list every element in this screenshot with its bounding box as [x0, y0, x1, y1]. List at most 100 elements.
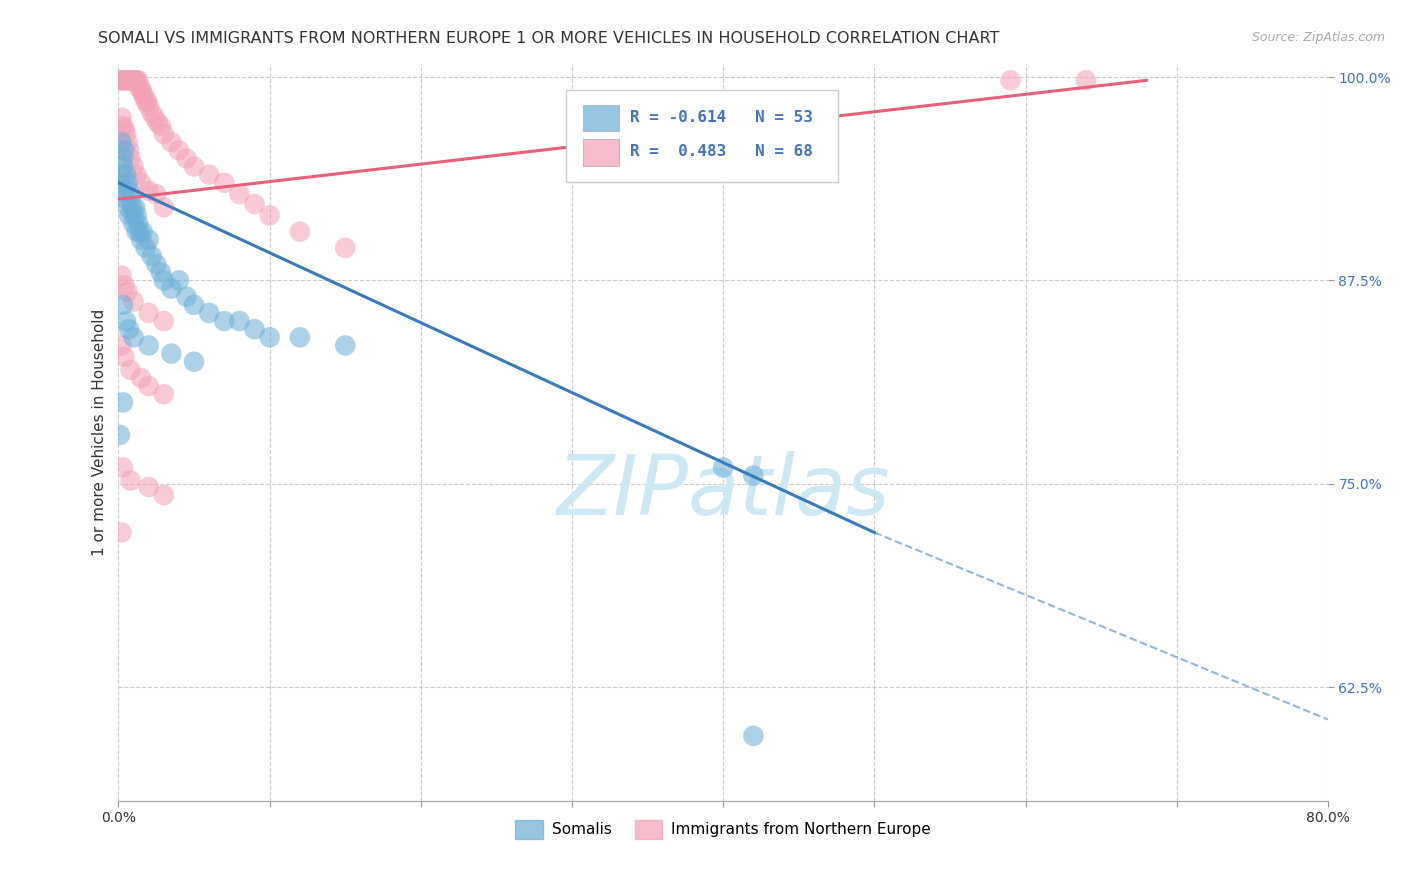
Point: [110, 168, 132, 182]
Point: [152, 127, 174, 141]
Point: [198, 306, 221, 320]
Point: [167, 273, 190, 287]
Point: [149, 119, 172, 133]
Point: [110, 73, 132, 87]
Point: [146, 115, 169, 129]
Point: [259, 208, 281, 222]
Point: [135, 95, 157, 109]
Point: [138, 233, 160, 247]
Point: [152, 488, 174, 502]
Point: [136, 95, 159, 109]
Point: [145, 257, 167, 271]
Point: [115, 127, 138, 141]
Point: [129, 81, 152, 95]
Point: [122, 160, 145, 174]
Point: [110, 268, 132, 283]
Point: [117, 285, 139, 299]
Point: [122, 73, 145, 87]
Point: [117, 176, 139, 190]
Legend: Somalis, Immigrants from Northern Europe: Somalis, Immigrants from Northern Europe: [509, 814, 938, 845]
Point: [183, 355, 205, 369]
Point: [127, 217, 149, 231]
Point: [114, 143, 136, 157]
Point: [118, 208, 141, 222]
Point: [138, 338, 160, 352]
Point: [198, 168, 221, 182]
Point: [143, 111, 166, 125]
Point: [129, 371, 152, 385]
Point: [160, 281, 183, 295]
Point: [160, 346, 183, 360]
Point: [120, 192, 142, 206]
Point: [125, 225, 148, 239]
Point: [115, 192, 138, 206]
Point: [167, 143, 190, 157]
Point: [114, 73, 136, 87]
Point: [176, 152, 198, 166]
Point: [108, 176, 131, 190]
Point: [115, 314, 138, 328]
Point: [118, 184, 141, 198]
Point: [108, 73, 131, 87]
Point: [176, 290, 198, 304]
Point: [152, 387, 174, 401]
Point: [228, 187, 250, 202]
Point: [122, 294, 145, 309]
Point: [138, 480, 160, 494]
Point: [124, 200, 146, 214]
Point: [152, 273, 174, 287]
Point: [214, 314, 236, 328]
Point: [125, 73, 148, 87]
Point: [111, 73, 134, 87]
Point: [138, 99, 160, 113]
Point: [120, 152, 142, 166]
Point: [711, 460, 734, 475]
Point: [111, 395, 134, 409]
Point: [129, 176, 152, 190]
FancyBboxPatch shape: [583, 104, 619, 131]
Point: [115, 168, 138, 182]
Point: [243, 322, 266, 336]
Point: [145, 187, 167, 202]
Point: [111, 160, 134, 174]
Point: [742, 729, 765, 743]
Point: [120, 73, 142, 87]
Point: [118, 322, 141, 336]
Point: [149, 265, 172, 279]
Point: [111, 298, 134, 312]
Point: [117, 200, 139, 214]
Point: [111, 460, 134, 475]
Point: [1074, 73, 1097, 87]
Point: [120, 474, 142, 488]
Point: [120, 363, 142, 377]
Point: [228, 314, 250, 328]
Point: [141, 106, 163, 120]
Text: Source: ZipAtlas.com: Source: ZipAtlas.com: [1251, 31, 1385, 45]
Point: [111, 152, 134, 166]
Point: [127, 73, 149, 87]
FancyBboxPatch shape: [567, 90, 838, 182]
FancyBboxPatch shape: [583, 139, 619, 166]
Point: [214, 176, 236, 190]
Point: [160, 135, 183, 149]
Point: [124, 73, 146, 87]
Point: [243, 197, 266, 211]
Point: [121, 73, 143, 87]
Point: [183, 298, 205, 312]
Point: [138, 184, 160, 198]
Y-axis label: 1 or more Vehicles in Household: 1 or more Vehicles in Household: [93, 309, 107, 556]
Point: [128, 225, 150, 239]
Point: [110, 135, 132, 149]
Point: [118, 73, 141, 87]
Point: [1000, 73, 1022, 87]
Point: [125, 208, 148, 222]
Point: [114, 184, 136, 198]
Point: [335, 338, 357, 352]
Point: [129, 233, 152, 247]
Point: [183, 160, 205, 174]
Point: [117, 135, 139, 149]
Point: [114, 122, 136, 136]
Point: [114, 278, 136, 293]
Point: [111, 119, 134, 133]
Point: [152, 314, 174, 328]
